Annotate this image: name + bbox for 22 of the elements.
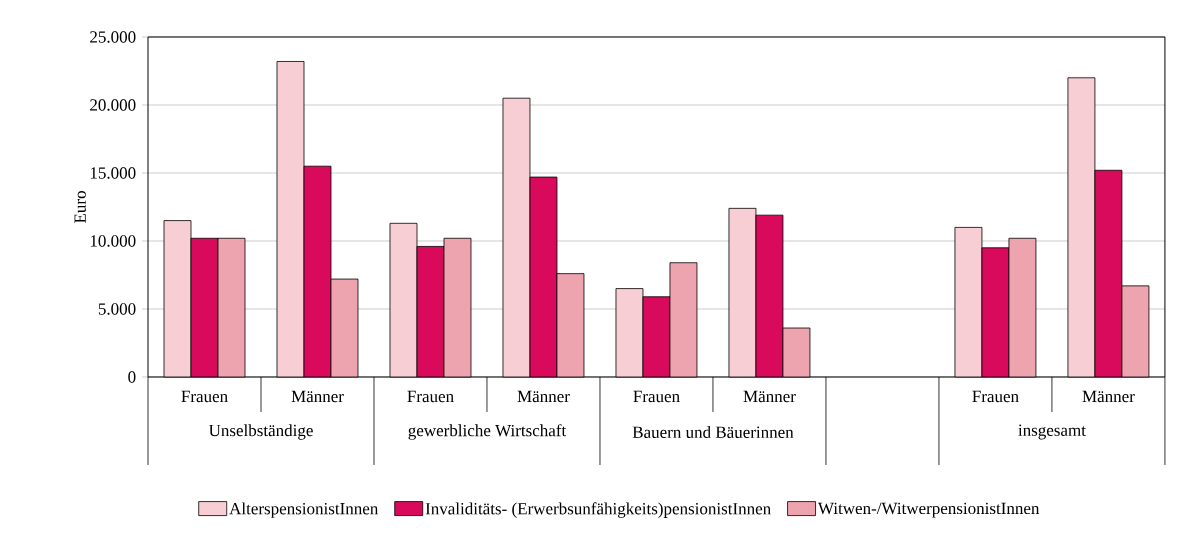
legend-label: AlterspensionistInnen — [229, 502, 379, 518]
y-tick-label: 15.000 — [90, 167, 136, 179]
y-tick-label: 0 — [128, 371, 136, 383]
text: Unselbständige — [208, 424, 313, 440]
x-tick-label: Frauen — [633, 390, 680, 403]
y-tick-label: 10.000 — [90, 235, 136, 247]
text: Bauern und Bäuerinnen — [632, 426, 794, 438]
text: gewerbliche Wirtschaft — [408, 424, 567, 440]
x-tick-label: Männer — [517, 390, 570, 403]
x-tick-label: Männer — [743, 390, 796, 403]
x-tick-label: Männer — [1082, 390, 1135, 403]
legend-label: Witwen-/WitwerpensionistInnen — [817, 502, 1040, 518]
y-tick-label: 25.000 — [90, 31, 136, 43]
x-tick-label: Frauen — [972, 390, 1019, 403]
x-tick-label: Männer — [291, 390, 344, 403]
y-tick-label: 5.000 — [98, 303, 136, 315]
y-axis-title: Euro — [74, 191, 86, 224]
x-tick-label: Frauen — [181, 390, 228, 403]
text: insgesamt — [1018, 424, 1086, 440]
legend-label: Invaliditäts- (Erwerbsunfähigkeits)pensionistInnen — [425, 502, 771, 518]
y-tick-label: 20.000 — [90, 99, 136, 111]
x-tick-label: Frauen — [407, 390, 454, 403]
